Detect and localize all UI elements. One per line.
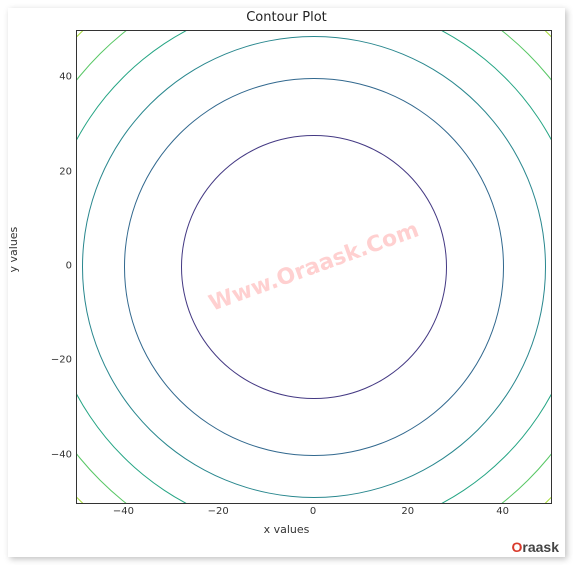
x-tick-label: −20 — [208, 506, 229, 517]
chart-container: Contour Plot Www.Oraask.Com x values y v… — [8, 8, 565, 557]
x-tick-label: 40 — [496, 506, 509, 517]
y-tick-label: 40 — [48, 72, 72, 83]
x-tick-label: 0 — [310, 506, 316, 517]
y-tick-label: 0 — [48, 261, 72, 272]
x-axis-label: x values — [8, 523, 565, 536]
brand-logo-first: O — [512, 539, 523, 555]
brand-logo: Oraask — [512, 539, 559, 555]
brand-logo-rest: raask — [522, 539, 559, 555]
x-tick-label: −40 — [113, 506, 134, 517]
chart-title: Contour Plot — [8, 10, 565, 25]
y-tick-label: 20 — [48, 166, 72, 177]
x-tick-label: 20 — [401, 506, 414, 517]
y-axis-label: y values — [7, 227, 20, 273]
y-tick-label: −40 — [48, 449, 72, 460]
y-tick-label: −20 — [48, 355, 72, 366]
plot-area: Www.Oraask.Com — [76, 30, 552, 504]
contour-ring — [76, 30, 552, 504]
